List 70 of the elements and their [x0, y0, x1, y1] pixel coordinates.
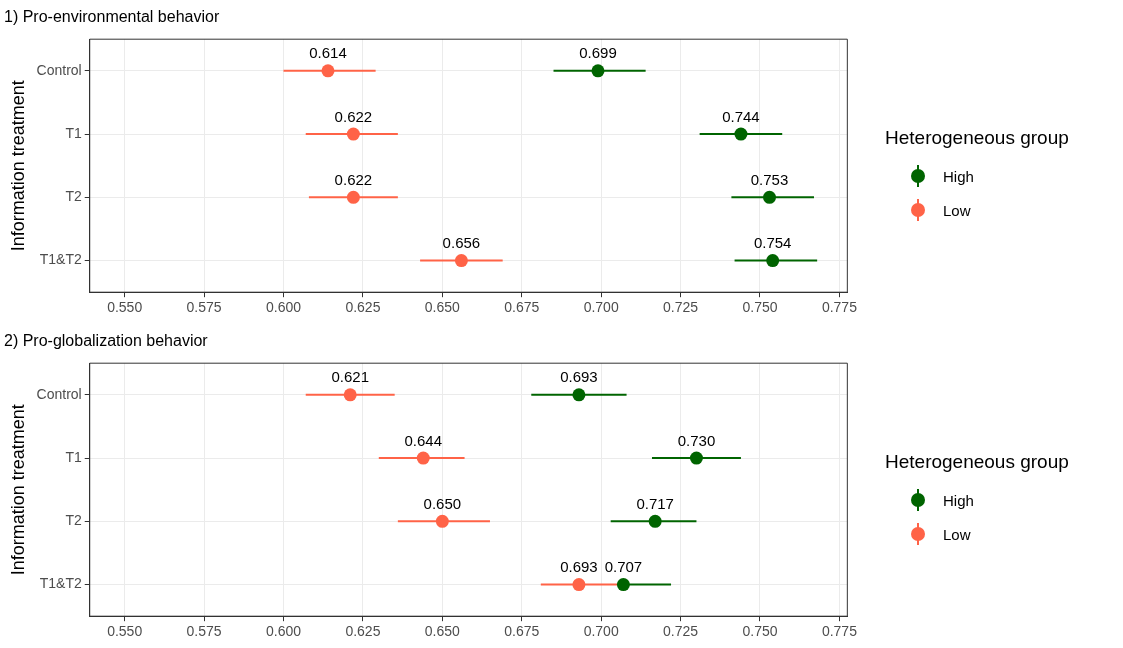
y-axis-title: Information treatment [7, 80, 28, 252]
legend-title: Heterogeneous group [885, 451, 1069, 473]
point [734, 127, 748, 141]
legend-label: High [943, 167, 974, 185]
x-tick-label: 0.725 [663, 299, 699, 316]
y-tick-label: T1&T2 [39, 251, 82, 268]
x-tick-label: 0.625 [345, 299, 381, 316]
point [648, 514, 662, 528]
point [346, 190, 360, 204]
x-tick-label: 0.675 [504, 299, 540, 316]
data-label: 0.753 [750, 170, 789, 188]
chart-title: 2) Pro-globalization behavior [4, 332, 209, 350]
x-tick-label: 0.750 [742, 299, 778, 316]
y-tick-label: Control [36, 61, 82, 78]
chart-title: 1) Pro-environmental behavior [4, 8, 220, 26]
point [766, 254, 780, 268]
data-label: 0.650 [423, 494, 462, 512]
point [572, 388, 586, 402]
data-label: 0.744 [722, 107, 760, 125]
x-tick-label: 0.550 [107, 623, 143, 640]
point [416, 451, 430, 465]
y-tick-label: Control [36, 385, 82, 402]
point [591, 64, 605, 78]
y-tick-label: T1&T2 [39, 575, 82, 592]
y-tick-label: T2 [65, 512, 82, 529]
x-tick-label: 0.575 [186, 623, 222, 640]
point [616, 578, 630, 592]
y-axis-title: Information treatment [7, 404, 28, 576]
data-label: 0.730 [677, 431, 716, 449]
legend-label: Low [943, 525, 971, 543]
data-label: 0.621 [331, 368, 369, 386]
x-tick-label: 0.775 [821, 623, 858, 640]
point [321, 64, 335, 78]
data-label: 0.693 [560, 368, 598, 386]
x-tick-label: 0.575 [186, 299, 222, 316]
x-tick-label: 0.625 [345, 623, 381, 640]
point [763, 190, 777, 204]
legend-label: Low [943, 201, 971, 219]
point [346, 127, 360, 141]
data-label: 0.693 [560, 558, 598, 576]
data-label: 0.622 [334, 170, 373, 188]
legend-title: Heterogeneous group [885, 127, 1069, 149]
x-tick-label: 0.550 [107, 299, 143, 316]
data-label: 0.754 [753, 234, 792, 252]
point [454, 254, 468, 268]
point [689, 451, 703, 465]
data-label: 0.699 [579, 44, 617, 62]
x-tick-label: 0.750 [742, 623, 778, 640]
x-tick-label: 0.675 [504, 623, 540, 640]
data-label: 0.614 [309, 44, 347, 62]
point [572, 578, 586, 592]
legend-label: High [943, 491, 974, 509]
data-label: 0.656 [442, 234, 481, 252]
y-tick-label: T1 [65, 124, 82, 141]
x-tick-label: 0.725 [663, 623, 699, 640]
x-tick-label: 0.600 [265, 623, 302, 640]
x-tick-label: 0.600 [265, 299, 302, 316]
x-tick-label: 0.700 [583, 299, 619, 316]
data-label: 0.717 [636, 494, 674, 512]
x-tick-label: 0.650 [424, 299, 461, 316]
x-tick-label: 0.700 [583, 623, 619, 640]
x-tick-label: 0.775 [821, 299, 858, 316]
data-label: 0.707 [604, 558, 643, 576]
data-label: 0.622 [334, 107, 373, 125]
point [343, 388, 357, 402]
y-tick-label: T2 [65, 188, 82, 205]
data-label: 0.644 [404, 431, 443, 449]
x-tick-label: 0.650 [424, 623, 461, 640]
y-tick-label: T1 [65, 448, 82, 465]
point [435, 514, 449, 528]
